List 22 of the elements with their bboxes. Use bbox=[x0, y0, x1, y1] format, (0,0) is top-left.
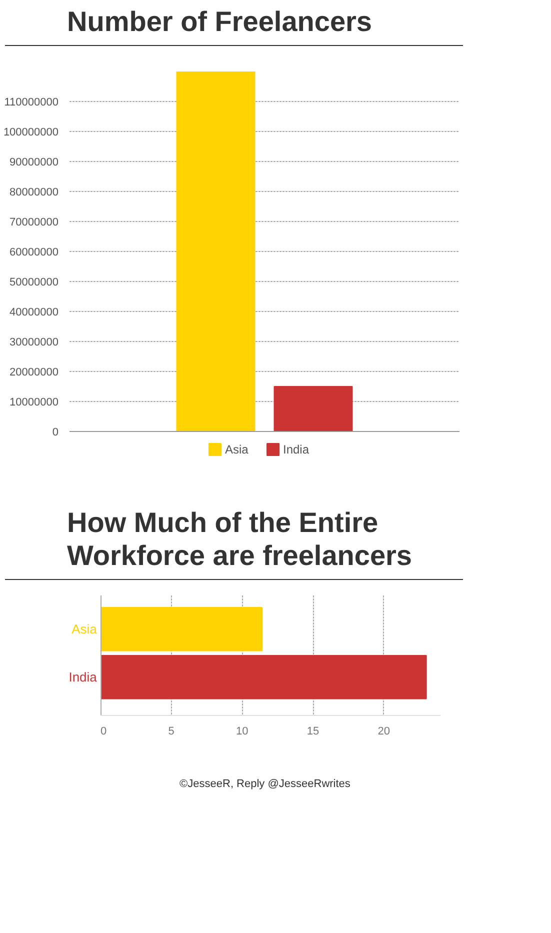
y-tick-label: 50000000 bbox=[10, 276, 59, 288]
y-tick-label: 80000000 bbox=[10, 186, 59, 198]
y-tick-label: 20000000 bbox=[10, 366, 59, 378]
y-tick-label: 110000000 bbox=[4, 96, 59, 108]
y-tick-label: 100000000 bbox=[3, 126, 59, 138]
x-tick-label: 20 bbox=[378, 725, 390, 738]
legend-label: Asia bbox=[225, 442, 249, 456]
y-tick-label: 70000000 bbox=[10, 216, 59, 228]
y-tick-label: 40000000 bbox=[10, 306, 59, 318]
text: ©JesseeR, Reply @JesseeRwrites bbox=[180, 776, 350, 792]
chart-title: How Much of the Entire Workforce are freelancers bbox=[67, 506, 413, 573]
x-tick-label: 0 bbox=[100, 725, 107, 738]
y-tick-label: 0 bbox=[52, 426, 59, 438]
y-tick-label: 30000000 bbox=[10, 336, 59, 348]
chart-title: Number of Freelancers bbox=[67, 5, 372, 39]
x-tick-label: 5 bbox=[168, 725, 174, 738]
y-tick-label: 60000000 bbox=[10, 246, 59, 258]
y-tick-label: 10000000 bbox=[10, 396, 59, 408]
x-tick-label: 10 bbox=[236, 725, 248, 738]
legend-label: India bbox=[283, 442, 310, 456]
y-tick-label: 90000000 bbox=[10, 156, 59, 168]
x-tick-label: 15 bbox=[306, 725, 320, 738]
